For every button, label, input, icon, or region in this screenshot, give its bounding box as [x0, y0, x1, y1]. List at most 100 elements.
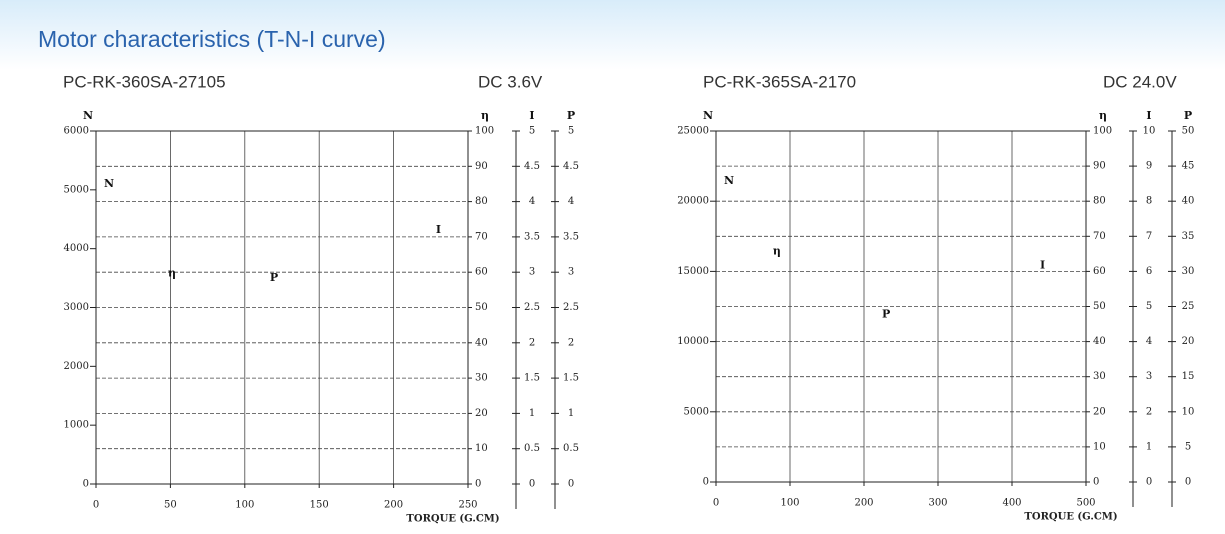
y-tick-label: 2000 — [64, 361, 89, 372]
y-axis-label: I — [1146, 109, 1151, 122]
y-tick-label: 2 — [529, 337, 535, 348]
y-tick-label: 40 — [1182, 196, 1195, 207]
curve-label: P — [882, 308, 890, 321]
y-tick-label: 50 — [1093, 301, 1106, 312]
x-tick-label: 400 — [1002, 498, 1021, 509]
y-tick-label: 0 — [1185, 477, 1191, 488]
y-tick-label: 4 — [568, 196, 574, 207]
y-tick-label: 5 — [568, 126, 574, 137]
y-tick-label: 6000 — [64, 126, 89, 137]
y-tick-label: 35 — [1182, 231, 1195, 242]
y-tick-label: 10000 — [677, 336, 709, 347]
x-tick-label: 0 — [93, 500, 99, 511]
y-tick-label: 10 — [475, 443, 488, 454]
y-tick-label: 30 — [1093, 371, 1106, 382]
curve-label: N — [104, 177, 114, 190]
y-tick-label: 10 — [1182, 406, 1195, 417]
y-tick-label: 20 — [1093, 406, 1106, 417]
y-tick-label: 3.5 — [563, 231, 579, 242]
y-axis-label: P — [567, 109, 575, 122]
y-tick-label: 0.5 — [563, 443, 579, 454]
y-tick-label: 0.5 — [524, 443, 540, 454]
y-tick-label: 0 — [529, 479, 535, 490]
y-axis-label: I — [529, 109, 534, 122]
curve-label: P — [270, 271, 278, 284]
y-tick-label: 3000 — [64, 302, 89, 313]
y-tick-label: 2 — [1146, 406, 1152, 417]
y-tick-label: 4 — [1146, 336, 1152, 347]
x-axis-label: TORQUE (G.CM) — [406, 514, 499, 525]
y-tick-label: 1.5 — [524, 373, 540, 384]
y-tick-label: 90 — [1093, 161, 1106, 172]
y-tick-label: 60 — [475, 267, 488, 278]
x-tick-label: 300 — [928, 498, 947, 509]
x-tick-label: 0 — [713, 498, 719, 509]
y-tick-label: 0 — [1146, 477, 1152, 488]
y-tick-label: 9 — [1146, 161, 1152, 172]
y-tick-label: 8 — [1146, 196, 1152, 207]
y-tick-label: 3 — [568, 267, 574, 278]
y-tick-label: 15000 — [677, 266, 709, 277]
y-tick-label: 1 — [529, 408, 535, 419]
y-tick-label: 5000 — [684, 406, 709, 417]
x-tick-label: 100 — [235, 500, 254, 511]
y-tick-label: 3 — [1146, 371, 1152, 382]
y-tick-label: 5 — [1146, 301, 1152, 312]
curve-label: η — [773, 244, 781, 257]
chart-subtitle: DC 24.0V — [1103, 72, 1177, 91]
x-tick-label: 150 — [310, 500, 329, 511]
page-title: Motor characteristics (T-N-I curve) — [38, 26, 386, 52]
y-tick-label: 70 — [475, 231, 488, 242]
y-tick-label: 10 — [1143, 126, 1156, 137]
header-band — [0, 0, 1225, 70]
y-tick-label: 20 — [1182, 336, 1195, 347]
y-tick-label: 20 — [475, 408, 488, 419]
y-tick-label: 10 — [1093, 441, 1106, 452]
chart-title: PC-RK-360SA-27105 — [63, 72, 226, 91]
y-tick-label: 70 — [1093, 231, 1106, 242]
y-tick-label: 2 — [568, 337, 574, 348]
y-tick-label: 1 — [568, 408, 574, 419]
y-tick-label: 5 — [1185, 441, 1191, 452]
curve-label: η — [168, 266, 176, 279]
y-tick-label: 0 — [83, 479, 89, 490]
chart-title: PC-RK-365SA-2170 — [703, 72, 856, 91]
curve-label: I — [436, 223, 441, 236]
y-tick-label: 30 — [1182, 266, 1195, 277]
y-tick-label: 4.5 — [563, 161, 579, 172]
y-tick-label: 80 — [1093, 196, 1106, 207]
curve-label: I — [1040, 258, 1045, 271]
y-tick-label: 50 — [1182, 126, 1195, 137]
x-tick-label: 500 — [1076, 498, 1095, 509]
y-tick-label: 0 — [1093, 477, 1099, 488]
y-tick-label: 40 — [1093, 336, 1106, 347]
x-axis-label: TORQUE (G.CM) — [1024, 512, 1117, 523]
y-tick-label: 40 — [475, 337, 488, 348]
y-tick-label: 15 — [1182, 371, 1195, 382]
y-tick-label: 6 — [1146, 266, 1152, 277]
y-tick-label: 4 — [529, 196, 535, 207]
y-tick-label: 7 — [1146, 231, 1152, 242]
y-tick-label: 0 — [568, 479, 574, 490]
x-tick-label: 50 — [164, 500, 177, 511]
y-axis-label: N — [703, 109, 713, 122]
y-axis-label: η — [1099, 109, 1107, 122]
y-tick-label: 100 — [475, 126, 494, 137]
y-tick-label: 5 — [529, 126, 535, 137]
y-tick-label: 0 — [703, 477, 709, 488]
y-tick-label: 1000 — [64, 420, 89, 431]
y-tick-label: 100 — [1093, 126, 1112, 137]
x-tick-label: 250 — [458, 500, 477, 511]
y-tick-label: 1.5 — [563, 373, 579, 384]
y-axis-label: N — [83, 109, 93, 122]
y-tick-label: 3 — [529, 267, 535, 278]
y-tick-label: 5000 — [64, 184, 89, 195]
x-tick-label: 100 — [780, 498, 799, 509]
y-tick-label: 4000 — [64, 243, 89, 254]
y-axis-label: P — [1184, 109, 1192, 122]
x-tick-label: 200 — [854, 498, 873, 509]
y-axis-label: η — [481, 109, 489, 122]
y-tick-label: 25 — [1182, 301, 1195, 312]
